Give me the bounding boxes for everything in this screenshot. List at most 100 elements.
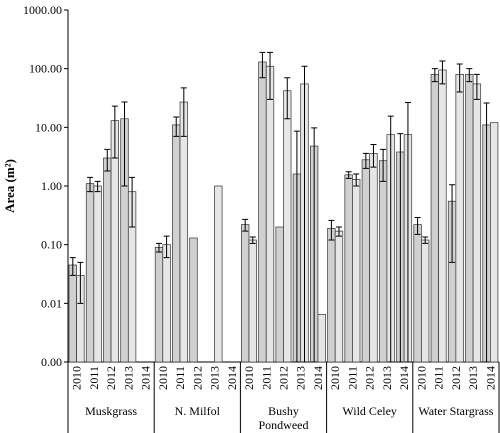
x-tick-label: 2014 [139, 366, 153, 390]
x-tick-label: 2011 [432, 366, 446, 390]
bar [455, 74, 464, 363]
x-tick-label: 2011 [87, 366, 101, 390]
x-tick-label: 2014 [225, 366, 239, 390]
bar [154, 247, 164, 363]
error-bar [483, 102, 490, 363]
error-bar [449, 184, 456, 263]
bar [361, 159, 371, 363]
error-bar [439, 60, 446, 85]
error-bar [301, 65, 308, 363]
bar [352, 178, 361, 363]
bar [430, 74, 439, 363]
error-bar [180, 87, 187, 137]
group-label: Muskgrass [85, 404, 138, 418]
bar [369, 153, 378, 363]
y-tick-label: 0.01 [41, 296, 62, 310]
group-label: Wild Celey [342, 404, 397, 418]
bar [85, 183, 95, 363]
error-bar [284, 77, 291, 120]
error-bar [414, 217, 421, 235]
bar [179, 101, 188, 363]
y-tick-label: 1.00 [41, 179, 62, 193]
x-tick-label: 2013 [380, 366, 394, 390]
error-bar [380, 148, 387, 182]
bar [472, 83, 482, 363]
bar [465, 74, 474, 363]
bar [378, 160, 388, 363]
x-tick-label: 2010 [156, 366, 170, 390]
error-bar [397, 133, 404, 363]
x-tick-label: 2010 [328, 366, 342, 390]
error-bar [328, 219, 335, 241]
error-bar [129, 176, 136, 228]
bar [103, 157, 112, 363]
error-bar [121, 101, 128, 187]
x-tick-label: 2012 [190, 366, 204, 390]
bar [283, 90, 292, 363]
y-tick-label: 100.00 [29, 62, 62, 76]
error-bar [163, 235, 170, 259]
error-bar [87, 176, 94, 193]
error-bar [456, 63, 463, 93]
y-axis-label: Area (m²) [2, 159, 17, 213]
bar [248, 239, 257, 363]
bar [334, 230, 344, 363]
error-bar [370, 143, 377, 168]
error-bar [69, 257, 76, 276]
error-bar [293, 130, 300, 363]
x-tick-label: 2011 [345, 366, 359, 390]
error-bar [362, 152, 369, 169]
error-bar [431, 68, 438, 83]
group-label: Bushy Pondweed [258, 404, 309, 432]
x-tick-label: 2010 [414, 366, 428, 390]
bar [189, 237, 198, 363]
error-bar [104, 148, 111, 172]
bar [344, 174, 353, 363]
bar [172, 124, 181, 363]
y-tick-label: 10.00 [35, 120, 62, 134]
error-bar [173, 116, 180, 137]
error-bar [267, 51, 274, 100]
error-bar [77, 261, 84, 304]
bar [214, 185, 223, 363]
error-bar [311, 127, 318, 363]
bar [421, 239, 430, 363]
x-tick-label: 2011 [259, 366, 273, 390]
error-bar [404, 102, 411, 363]
error-bar [473, 73, 480, 100]
bar [93, 185, 102, 363]
group-label: N. Milfol [174, 404, 220, 418]
x-tick-label: 2010 [70, 366, 84, 390]
x-tick-label: 2014 [397, 366, 411, 390]
group-label: Water Stargrass [418, 404, 494, 418]
error-bar [345, 171, 352, 179]
error-bar [242, 218, 249, 232]
bar [241, 224, 250, 363]
error-bar [249, 236, 256, 244]
bar [489, 122, 499, 363]
error-bar [353, 173, 360, 187]
x-tick-label: 2010 [242, 366, 256, 390]
error-bar [387, 115, 394, 363]
x-tick-label: 2012 [277, 366, 291, 390]
x-tick-label: 2013 [208, 366, 222, 390]
bar [68, 264, 77, 363]
error-bar [259, 51, 266, 79]
x-tick-label: 2012 [449, 366, 463, 390]
x-tick-label: 2013 [466, 366, 480, 390]
x-tick-label: 2013 [294, 366, 308, 390]
bar [413, 224, 422, 363]
y-tick-label: 0.00 [41, 355, 62, 369]
x-tick-label: 2012 [363, 366, 377, 390]
x-tick-label: 2014 [311, 366, 325, 390]
x-tick-label: 2013 [121, 366, 135, 390]
y-tick-label: 1000.00 [23, 3, 62, 17]
bar [317, 313, 326, 363]
bar [275, 226, 284, 363]
bar [438, 69, 447, 363]
x-tick-label: 2012 [104, 366, 118, 390]
bar [265, 65, 275, 363]
error-bar [155, 242, 162, 253]
y-tick-label: 0.10 [41, 238, 62, 252]
